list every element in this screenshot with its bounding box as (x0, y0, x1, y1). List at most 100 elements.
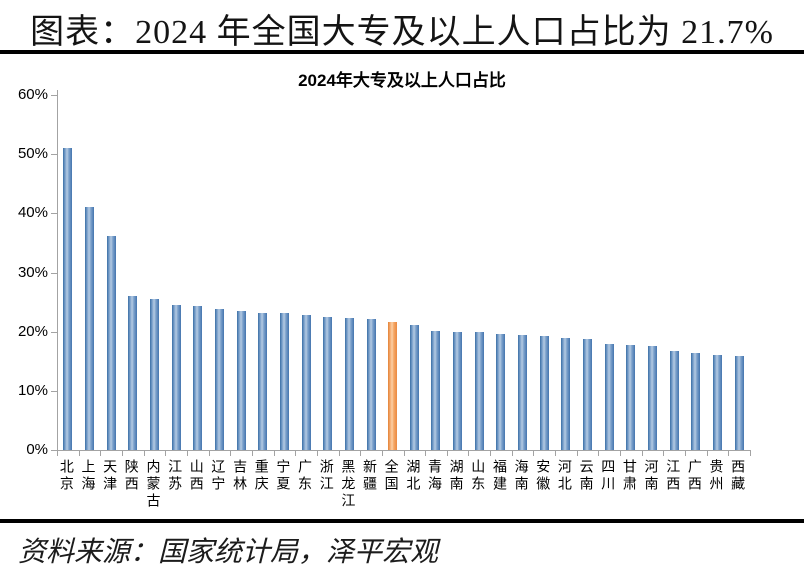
x-tick (316, 450, 318, 456)
y-tick (51, 331, 57, 333)
y-tick-label: 50% (17, 145, 48, 163)
y-tick-label: 20% (17, 322, 48, 340)
x-tick (706, 450, 708, 456)
bar (149, 299, 159, 450)
x-category-label: 陕西 (123, 459, 140, 493)
x-tick (641, 450, 643, 456)
y-tick (51, 154, 57, 156)
x-category-label: 山西 (188, 459, 205, 493)
x-tick (295, 450, 297, 456)
y-tick (51, 272, 57, 274)
x-category-label: 重庆 (253, 459, 270, 493)
x-category-label: 浙江 (318, 459, 335, 493)
bar (128, 295, 138, 450)
x-category-label: 青海 (426, 459, 443, 493)
y-tick (51, 213, 57, 215)
x-tick (533, 450, 535, 456)
y-tick-label: 10% (17, 381, 48, 399)
bar (63, 148, 73, 450)
x-category-label: 广西 (686, 459, 703, 493)
y-tick-label: 30% (17, 263, 48, 281)
x-tick (338, 450, 340, 456)
source-note: 资料来源：国家统计局，泽平宏观 (18, 537, 439, 568)
x-tick (403, 450, 405, 456)
x-category-label: 安徽 (535, 459, 552, 493)
x-category-label: 江西 (665, 459, 682, 493)
x-tick (425, 450, 427, 456)
bar (713, 355, 723, 450)
x-category-label: 宁夏 (275, 459, 292, 493)
x-tick (165, 450, 167, 456)
x-axis-line (51, 450, 750, 451)
bar (214, 309, 224, 450)
x-tick (511, 450, 513, 456)
bar (626, 344, 636, 450)
y-tick (51, 390, 57, 392)
bar (431, 331, 441, 450)
x-category-label: 云南 (578, 459, 595, 493)
y-tick-label: 0% (26, 441, 48, 458)
x-category-label: 内蒙古 (145, 459, 162, 510)
y-tick (51, 450, 57, 451)
x-tick (78, 450, 80, 456)
x-tick (728, 450, 730, 456)
x-category-label: 江苏 (167, 459, 184, 493)
x-category-label: 湖北 (405, 459, 422, 493)
bottom-divider (0, 519, 804, 523)
page-title: 图表：2024 年全国大专及以上人口占比为 21.7% (30, 14, 774, 51)
x-tick (57, 450, 58, 456)
bar (583, 339, 593, 450)
x-category-label: 广东 (297, 459, 314, 493)
x-tick (576, 450, 578, 456)
bar (474, 331, 484, 450)
bar-highlight (388, 321, 398, 450)
bar (409, 325, 419, 450)
bar (691, 352, 701, 450)
x-tick (620, 450, 622, 456)
bar (518, 334, 528, 450)
x-category-label: 河南 (643, 459, 660, 493)
x-category-label: 新疆 (362, 459, 379, 493)
x-tick (555, 450, 557, 456)
x-category-label: 四川 (600, 459, 617, 493)
bar (84, 207, 94, 450)
x-tick (100, 450, 102, 456)
x-category-label: 西藏 (730, 459, 747, 493)
y-tick (51, 95, 57, 96)
x-category-label: 贵州 (708, 459, 725, 493)
x-tick (208, 450, 210, 456)
bar (323, 317, 333, 450)
bar (669, 350, 679, 450)
x-tick (251, 450, 253, 456)
y-tick-label: 60% (17, 86, 48, 103)
x-tick (186, 450, 188, 456)
bar (106, 235, 116, 450)
x-category-label: 海南 (513, 459, 530, 493)
x-tick (685, 450, 687, 456)
x-tick (663, 450, 665, 456)
x-tick (121, 450, 123, 456)
x-category-label: 甘肃 (621, 459, 638, 493)
bar (301, 315, 311, 450)
x-category-label: 湖南 (448, 459, 465, 493)
bar (236, 310, 246, 450)
y-tick-label: 40% (17, 204, 48, 222)
x-tick (273, 450, 275, 456)
x-category-label: 上海 (80, 459, 97, 493)
bar (496, 334, 506, 450)
bar (366, 318, 376, 450)
x-category-label: 黑龙江 (340, 459, 357, 510)
x-tick (230, 450, 232, 456)
x-tick (598, 450, 600, 456)
x-tick (381, 450, 383, 456)
bar (193, 306, 203, 450)
bar (453, 331, 463, 450)
bar (344, 318, 354, 450)
x-tick (750, 450, 751, 456)
bar (561, 338, 571, 450)
x-category-label: 山东 (470, 459, 487, 493)
bar (604, 343, 614, 450)
x-category-label: 辽宁 (210, 459, 227, 493)
bar (171, 305, 181, 450)
